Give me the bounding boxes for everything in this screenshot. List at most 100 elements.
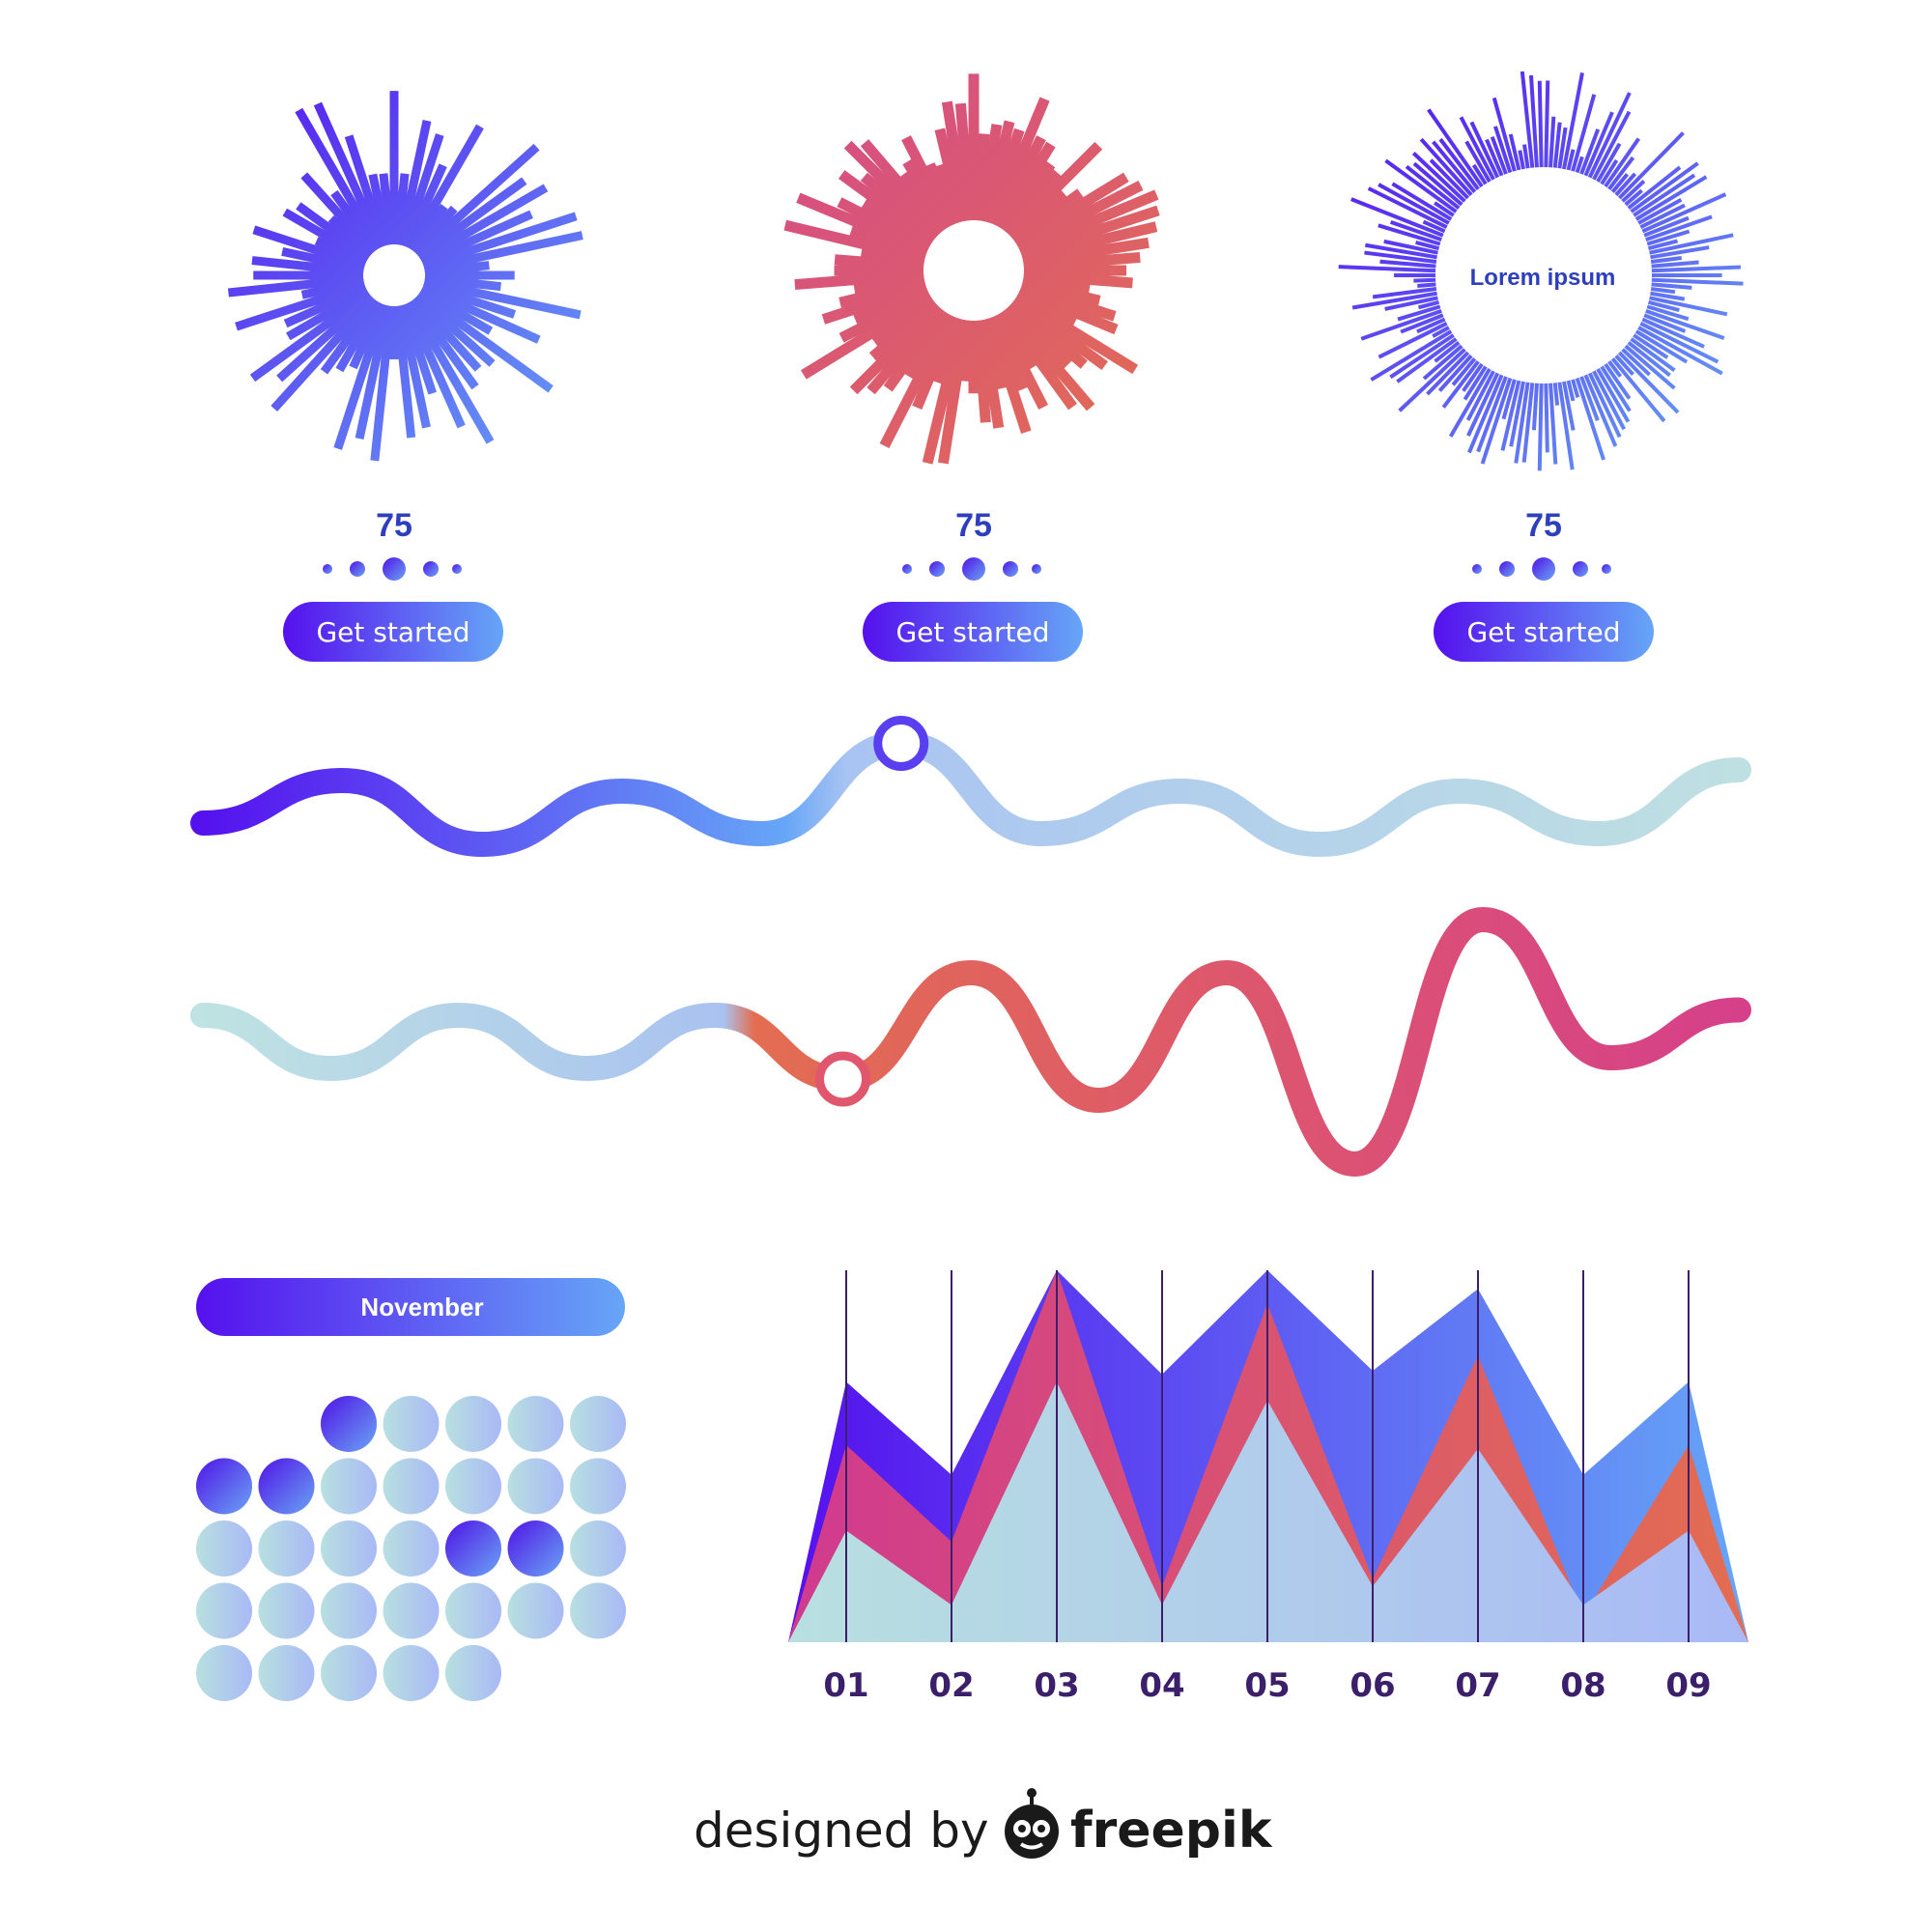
pager-dot[interactable] <box>1532 557 1555 581</box>
burst-ray <box>1596 367 1631 423</box>
burst-ray <box>1500 380 1521 451</box>
pager-dots[interactable] <box>902 557 1041 581</box>
burst-ray <box>270 295 377 412</box>
pager-dot[interactable] <box>1602 564 1611 574</box>
pager-dot[interactable] <box>1003 561 1018 577</box>
pager-dot[interactable] <box>350 561 365 577</box>
calendar-day[interactable] <box>507 1396 564 1452</box>
burst-ray <box>282 208 370 264</box>
burst-ray <box>1372 287 1437 299</box>
burst-ray <box>1627 165 1682 210</box>
calendar-day[interactable] <box>321 1520 377 1577</box>
burst-ray <box>783 219 926 265</box>
burst-ray <box>1646 229 1690 246</box>
calendar-day[interactable] <box>321 1582 377 1639</box>
burst-ray <box>1422 219 1446 234</box>
burst-ray <box>1583 374 1618 447</box>
burst-ray <box>1013 292 1139 375</box>
burst-ray <box>1364 250 1437 264</box>
calendar-day-selected[interactable] <box>258 1458 315 1515</box>
calendar-day[interactable] <box>570 1396 626 1452</box>
burst-ray <box>1633 173 1696 217</box>
wave-marker-blue[interactable] <box>873 716 929 771</box>
burst-ray <box>1566 149 1576 171</box>
pager-dots[interactable] <box>1472 557 1611 581</box>
calendar-day[interactable] <box>507 1582 564 1639</box>
calendar-day-selected[interactable] <box>196 1458 252 1515</box>
calendar-day[interactable] <box>258 1520 315 1577</box>
burst-ray <box>1451 357 1477 386</box>
burst-ray <box>1604 137 1641 188</box>
pager-dot[interactable] <box>1032 564 1041 574</box>
pager-dot[interactable] <box>929 561 945 577</box>
burst-ray <box>420 210 533 268</box>
x-tick-label: 09 <box>1665 1666 1711 1705</box>
burst-ray <box>335 299 383 373</box>
calendar-day[interactable] <box>445 1582 501 1639</box>
calendar-day[interactable] <box>570 1458 626 1515</box>
calendar-day[interactable] <box>196 1645 252 1701</box>
pager-dot[interactable] <box>902 564 912 574</box>
burst-ray <box>1415 241 1440 251</box>
get-started-button[interactable]: Get started <box>283 602 503 662</box>
burst-ray <box>1383 239 1438 255</box>
calendar-day[interactable] <box>258 1645 315 1701</box>
pager-dot[interactable] <box>383 557 406 581</box>
calendar-day[interactable] <box>570 1582 626 1639</box>
burst-ray <box>1462 362 1484 392</box>
burst-ray <box>370 305 396 462</box>
calendar-day-selected[interactable] <box>507 1520 564 1577</box>
burst-ray <box>983 316 1032 434</box>
burst-ray <box>1617 351 1680 414</box>
calendar-day[interactable] <box>196 1520 252 1577</box>
calendar-day[interactable] <box>258 1582 315 1639</box>
calendar-day[interactable] <box>445 1645 501 1701</box>
calendar-day[interactable] <box>383 1458 440 1515</box>
burst-ray <box>1614 354 1634 377</box>
pager-dot[interactable] <box>423 561 439 577</box>
pager-dot[interactable] <box>1499 561 1515 577</box>
pager-dot[interactable] <box>1573 561 1588 577</box>
burst-ray <box>1459 116 1495 181</box>
burst-ray <box>1437 354 1473 392</box>
calendar-day[interactable] <box>445 1458 501 1515</box>
calendar-day[interactable] <box>570 1520 626 1577</box>
pager-dot[interactable] <box>1472 564 1482 574</box>
burst-ray <box>1389 333 1455 380</box>
calendar-day[interactable] <box>321 1458 377 1515</box>
pager-dots[interactable] <box>323 557 462 581</box>
pager-dot[interactable] <box>962 557 985 581</box>
month-header[interactable]: November <box>196 1278 625 1336</box>
calendar-day[interactable] <box>507 1458 564 1515</box>
burst-ray <box>1469 121 1500 179</box>
pager-dot[interactable] <box>452 564 462 574</box>
radial-widget-2: 75 Get started <box>863 507 1083 662</box>
burst-ray <box>399 303 437 395</box>
burst-ray <box>1360 308 1442 341</box>
get-started-button[interactable]: Get started <box>863 602 1083 662</box>
calendar-day[interactable] <box>383 1582 440 1639</box>
calendar-day[interactable] <box>321 1645 377 1701</box>
burst-ray <box>1405 164 1461 210</box>
wave-line-red <box>190 906 1751 1178</box>
x-tick-label: 04 <box>1139 1666 1184 1705</box>
calendar-day[interactable] <box>383 1396 440 1452</box>
get-started-button[interactable]: Get started <box>1434 602 1654 662</box>
calendar-day[interactable] <box>445 1396 501 1452</box>
burst-ray <box>1548 383 1558 465</box>
calendar-days <box>196 1396 626 1701</box>
burst-ray <box>1600 158 1619 185</box>
pager-dot[interactable] <box>323 564 332 574</box>
burst-ray <box>402 163 447 249</box>
calendar-day-selected[interactable] <box>445 1520 501 1577</box>
calendar-day[interactable] <box>196 1582 252 1639</box>
calendar-day[interactable] <box>383 1645 440 1701</box>
wave-marker-red[interactable] <box>815 1051 870 1107</box>
burst-ray <box>1490 135 1508 175</box>
calendar-day-selected[interactable] <box>321 1396 377 1452</box>
get-started-label: Get started <box>895 616 1049 648</box>
burst-ray <box>416 177 527 261</box>
credit-footer[interactable]: designed by freepik <box>694 1788 1273 1860</box>
calendar-day[interactable] <box>383 1520 440 1577</box>
burst-ray <box>1651 265 1742 273</box>
